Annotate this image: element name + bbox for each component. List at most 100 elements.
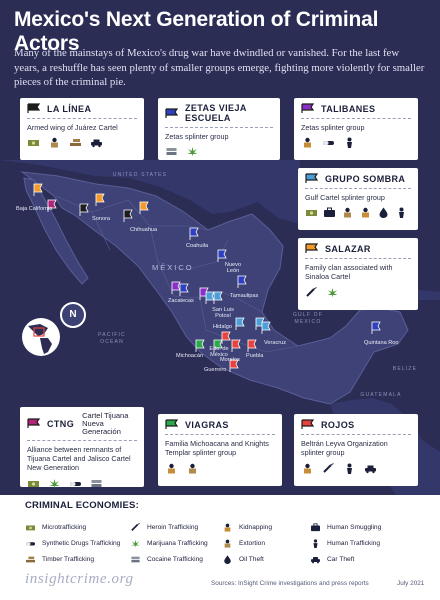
city-puebla: Puebla bbox=[246, 353, 264, 359]
legend-label: Car Theft bbox=[327, 556, 355, 563]
map-country-label: MÉXICO bbox=[152, 263, 194, 272]
legend-item-kidnapping: Kidnapping bbox=[222, 523, 272, 532]
card-header: CTNG Cartel Tijuana Nueva Generación bbox=[27, 412, 137, 441]
group-name: LA LÍNEA bbox=[47, 103, 92, 114]
group-description: Familia Michoacana and Knights Templar s… bbox=[165, 439, 269, 458]
city-zacatecas: Zacatecas bbox=[168, 298, 194, 304]
cocaine-trafficking-icon bbox=[91, 479, 102, 487]
extortion-icon bbox=[344, 208, 351, 218]
car-theft-icon bbox=[311, 557, 320, 564]
legend-label: Kidnapping bbox=[239, 524, 272, 531]
card-icons bbox=[165, 146, 273, 157]
legend-item-marijuana: Marijuana Trafficking bbox=[130, 539, 208, 548]
human-trafficking-icon bbox=[347, 463, 352, 474]
kidnapping-icon bbox=[168, 463, 175, 474]
human-trafficking-icon bbox=[313, 539, 318, 548]
card-header: TALIBANES bbox=[301, 103, 411, 119]
card-icons bbox=[305, 286, 411, 298]
americas-globe-icon bbox=[28, 324, 52, 354]
human-smuggling-icon bbox=[324, 207, 335, 218]
baja-california-peninsula bbox=[23, 177, 89, 285]
human-smuggling-icon bbox=[311, 523, 320, 532]
heroin-trafficking-icon bbox=[131, 523, 140, 531]
card-icons bbox=[27, 137, 137, 148]
legend-label: Microtrafficking bbox=[42, 524, 87, 531]
legend-label: Heroin Trafficking bbox=[147, 524, 199, 531]
timber-trafficking-icon bbox=[26, 556, 35, 563]
car-theft-icon bbox=[365, 465, 376, 473]
group-card-ctng: CTNG Cartel Tijuana Nueva Generación All… bbox=[20, 407, 144, 489]
city-mexico-state: Edo. de México bbox=[209, 346, 229, 359]
cocaine-trafficking-icon bbox=[131, 556, 140, 563]
card-header: ROJOS bbox=[301, 419, 411, 435]
group-name: SALAZAR bbox=[325, 243, 371, 254]
compass-icon: N bbox=[60, 302, 86, 328]
group-description: Family clan associated with Sinaloa Cart… bbox=[305, 263, 393, 282]
flag-markers bbox=[33, 183, 381, 372]
legend-label: Cocaine Trafficking bbox=[147, 556, 203, 563]
synthetic-drugs-trafficking-icon bbox=[26, 542, 35, 546]
legend-item-heroin: Heroin Trafficking bbox=[130, 523, 198, 532]
card-icons bbox=[27, 478, 137, 489]
page-title: Mexico's Next Generation of Criminal Act… bbox=[14, 8, 379, 55]
group-description: Zetas splinter group bbox=[301, 123, 365, 132]
group-description: Armed wing of Juárez Cartel bbox=[27, 123, 118, 132]
city-morelos: Morelos bbox=[220, 357, 240, 363]
heroin-trafficking-icon bbox=[323, 462, 334, 473]
flag-icon bbox=[165, 419, 179, 429]
city-nuevo-leon: Nuevo León bbox=[224, 262, 242, 275]
card-header: SALAZAR bbox=[305, 243, 411, 259]
map-label-belize: BELIZE bbox=[392, 366, 418, 372]
intro-text: Many of the mainstays of Mexico's drug w… bbox=[14, 47, 425, 89]
group-description: Zetas splinter group bbox=[165, 132, 229, 141]
legend-item-human-smuggling: Human Smuggling bbox=[310, 523, 381, 532]
legend-item-timber: Timber Trafficking bbox=[25, 555, 94, 564]
card-header: VIAGRAS bbox=[165, 419, 275, 435]
microtrafficking-icon bbox=[28, 140, 39, 147]
legend-item-car-theft: Car Theft bbox=[310, 555, 354, 564]
group-card-la-linea: LA LÍNEA Armed wing of Juárez Cartel bbox=[20, 98, 144, 160]
group-card-talibanes: TALIBANES Zetas splinter group bbox=[294, 98, 418, 160]
human-trafficking-icon bbox=[399, 207, 404, 219]
source-note: Sources: InSight Crime investigations an… bbox=[211, 580, 369, 587]
flag-icon bbox=[301, 419, 315, 429]
flag-icon bbox=[305, 243, 319, 253]
flag-icon bbox=[27, 418, 41, 429]
group-name: TALIBANES bbox=[321, 103, 376, 114]
extortion-icon bbox=[189, 463, 196, 474]
mexico-mainland bbox=[20, 171, 409, 405]
cocaine-trafficking-icon bbox=[166, 148, 177, 156]
legend-item-synthetic-drugs: Synthetic Drugs Trafficking bbox=[25, 539, 120, 548]
legend-item-microtrafficking: Microtrafficking bbox=[25, 523, 86, 532]
card-icons bbox=[305, 207, 411, 219]
flag-icon bbox=[27, 103, 41, 113]
group-name: GRUPO SOMBRA bbox=[325, 173, 406, 184]
oil-theft-icon bbox=[379, 207, 388, 219]
car-theft-icon bbox=[91, 139, 102, 148]
group-card-viagras: VIAGRAS Familia Michoacana and Knights T… bbox=[158, 414, 282, 486]
us-border-landmass bbox=[0, 160, 300, 224]
legend-section: CRIMINAL ECONOMIES: Microtrafficking Syn… bbox=[0, 495, 440, 600]
timber-trafficking-icon bbox=[70, 139, 81, 147]
marijuana-trafficking-icon bbox=[187, 147, 198, 157]
city-baja-california: Baja California bbox=[16, 206, 53, 212]
oil-theft-icon bbox=[224, 555, 231, 564]
map-label-pacific: PACIFIC OCEAN bbox=[98, 332, 126, 345]
legend-label: Extortion bbox=[239, 540, 266, 547]
city-guerrero: Guerrero bbox=[204, 367, 227, 373]
card-icons bbox=[165, 463, 275, 474]
kidnapping-icon bbox=[304, 463, 311, 474]
city-tamaulipas: Tamaulipas bbox=[230, 293, 259, 299]
group-alias: Cartel Tijuana Nueva Generación bbox=[82, 411, 129, 436]
infographic-panel: Mexico's Next Generation of Criminal Act… bbox=[0, 0, 440, 495]
marijuana-trafficking-icon bbox=[327, 287, 338, 298]
group-card-salazar: SALAZAR Family clan associated with Sina… bbox=[298, 238, 418, 310]
map-label-gulf: GULF OF MEXICO bbox=[292, 312, 324, 325]
group-description: Gulf Cartel splinter group bbox=[305, 193, 385, 202]
site-brand-link[interactable]: insightcrime.org bbox=[25, 571, 134, 587]
legend-item-oil-theft: Oil Theft bbox=[222, 555, 264, 564]
card-icons bbox=[301, 137, 411, 149]
city-hidalgo: Hidalgo bbox=[213, 324, 232, 330]
map-label-guatemala: GUATEMALA bbox=[360, 392, 402, 398]
group-name: ROJOS bbox=[321, 419, 355, 430]
